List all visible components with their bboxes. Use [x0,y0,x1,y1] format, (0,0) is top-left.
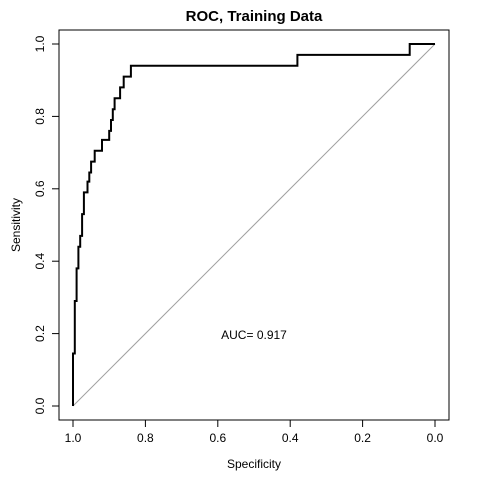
x-tick-label: 0.4 [282,431,299,445]
x-tick-label: 0.6 [209,431,226,445]
y-tick-label: 0.8 [33,108,47,125]
y-tick-label: 0.2 [33,325,47,342]
x-tick-label: 0.2 [354,431,371,445]
y-tick-label: 0.4 [33,253,47,270]
x-axis-label: Specificity [227,457,281,471]
roc-curve [72,43,435,406]
reference-diagonal [72,43,436,407]
x-tick-label: 0.8 [137,431,154,445]
y-tick-label: 0.0 [33,397,47,414]
x-tick-label: 1.0 [65,431,82,445]
y-axis-label: Sensitivity [9,198,23,252]
y-tick-label: 1.0 [33,35,47,52]
plot-frame [58,29,450,421]
y-tick-label: 0.6 [33,180,47,197]
chart-title: ROC, Training Data [186,8,323,25]
y-axis: 0.0 0.2 0.4 0.6 0.8 1.0 [33,35,59,414]
x-axis: 1.0 0.8 0.6 0.4 0.2 0.0 [65,420,444,445]
x-tick-label: 0.0 [427,431,444,445]
auc-annotation: AUC= 0.917 [221,328,287,342]
